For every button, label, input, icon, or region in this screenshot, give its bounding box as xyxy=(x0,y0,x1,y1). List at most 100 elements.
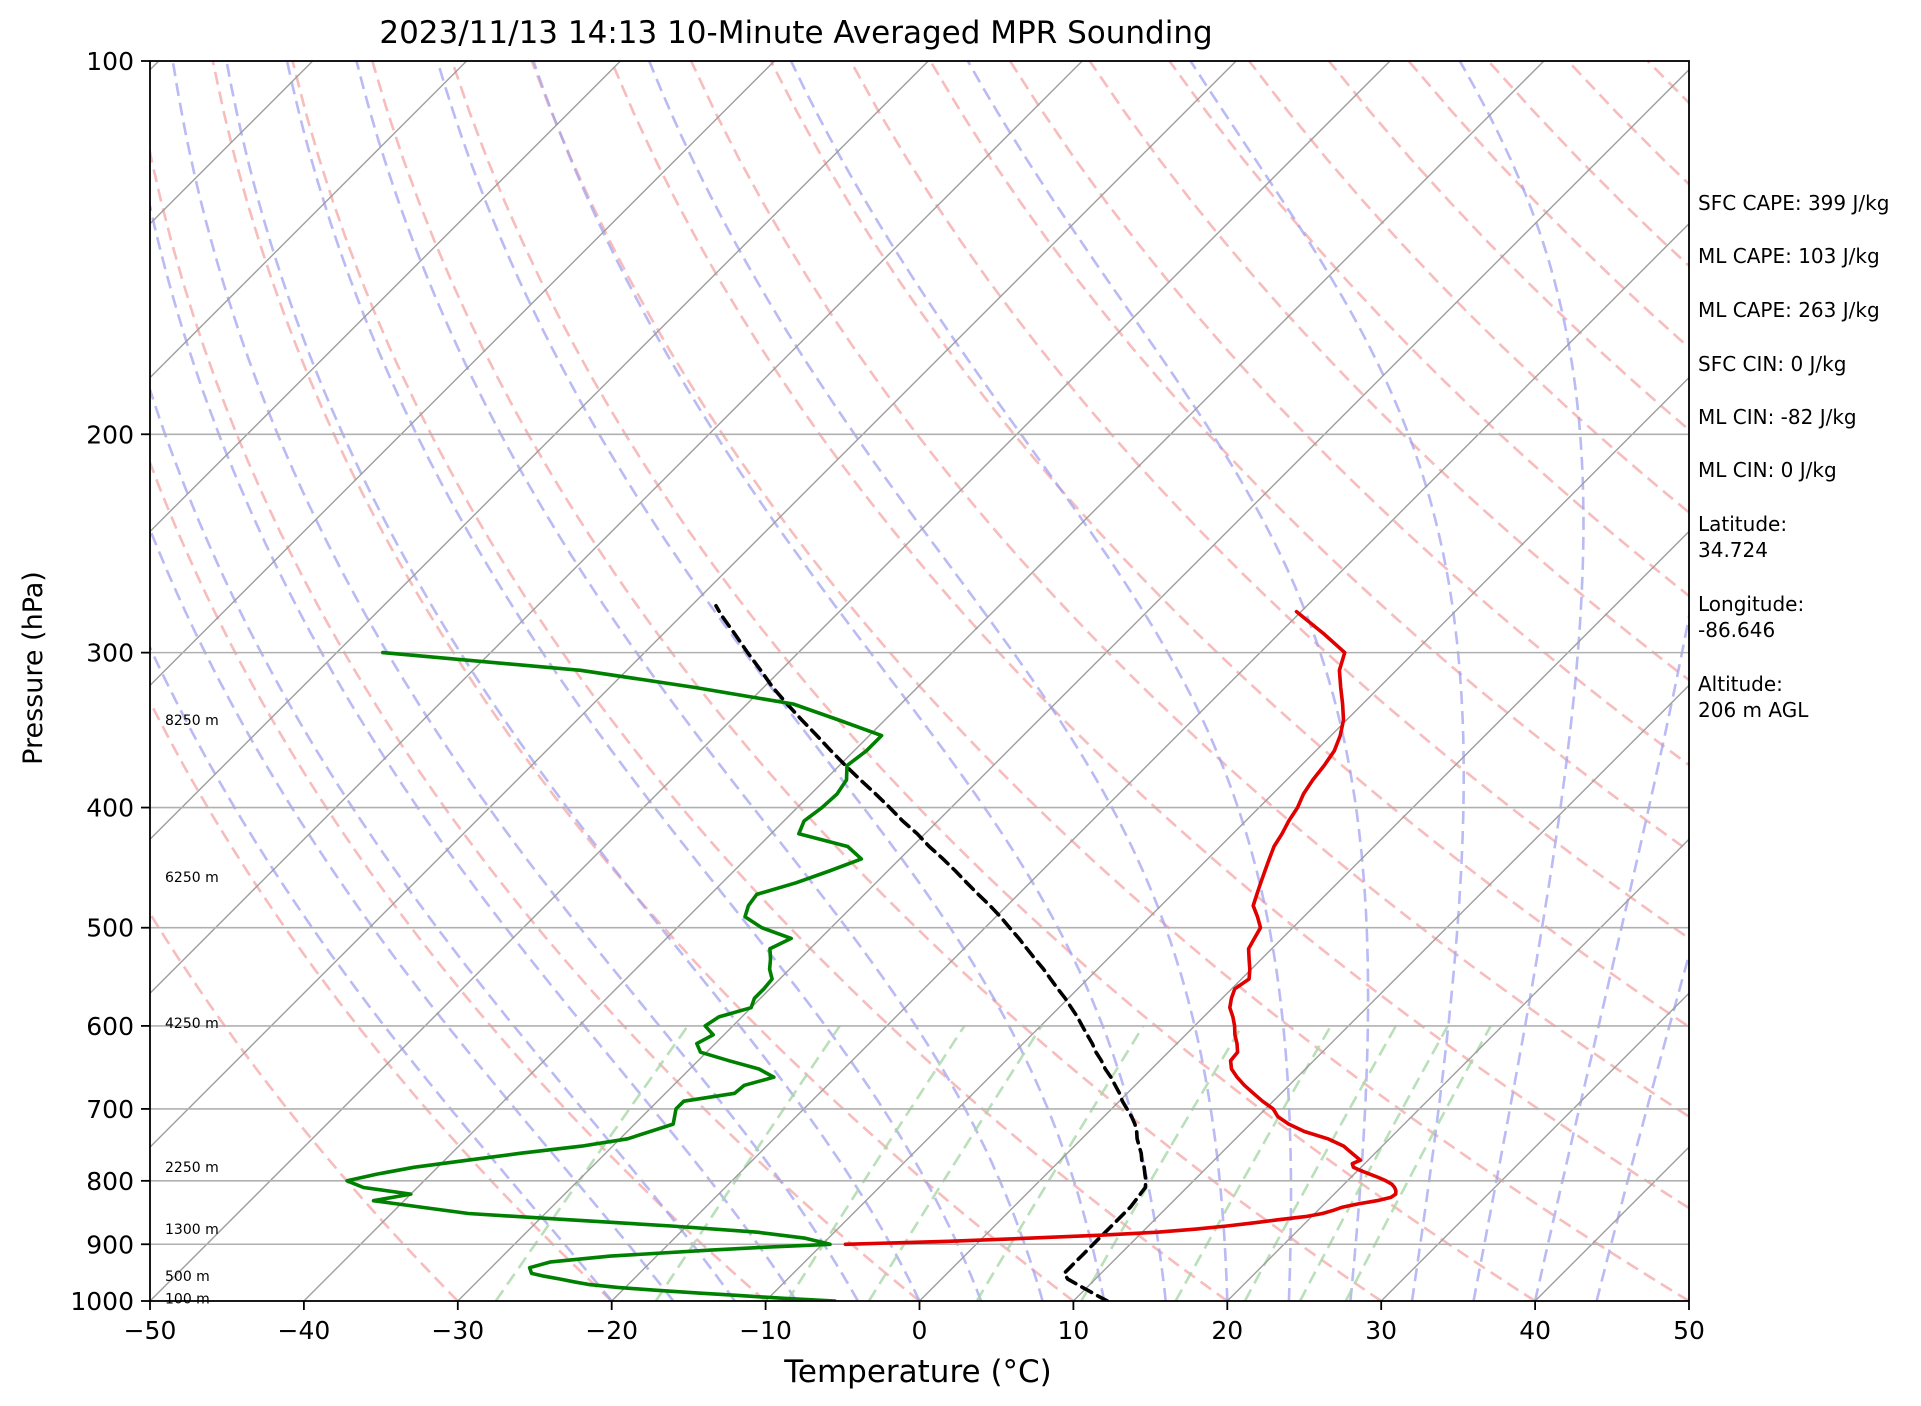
sfc-cape-text: SFC CAPE: 399 J/kg xyxy=(1698,191,1890,215)
moist-adiabat xyxy=(171,61,860,1301)
ml-cape-text-2: ML CAPE: 263 J/kg xyxy=(1698,298,1880,322)
isotherm xyxy=(0,61,5,1301)
y-tick-label: 800 xyxy=(86,1167,134,1196)
y-tick-label: 700 xyxy=(86,1095,134,1124)
y-axis-label: Pressure (hPa) xyxy=(18,571,49,765)
moist-adiabat xyxy=(150,200,798,1301)
x-tick-label: 20 xyxy=(1211,1316,1243,1345)
longitude-label: Longitude: xyxy=(1698,592,1805,616)
mixing-ratio-line xyxy=(1344,1025,1492,1301)
dry-adiabat xyxy=(689,61,1689,1119)
dry-adiabat xyxy=(1168,61,1689,598)
sfc-cin-text: SFC CIN: 0 J/kg xyxy=(1698,352,1847,376)
moist-adiabat xyxy=(225,61,921,1301)
x-tick-label: −40 xyxy=(278,1316,331,1345)
moist-adiabat xyxy=(647,61,1229,1301)
isotherm xyxy=(919,530,1689,1301)
isotherm xyxy=(1380,992,1689,1301)
isotherm xyxy=(150,61,621,533)
latitude-value: 34.724 xyxy=(1698,538,1768,562)
moist-adiabat xyxy=(1189,61,1465,1301)
dry-adiabat xyxy=(1088,61,1689,682)
x-tick-label: 50 xyxy=(1673,1316,1705,1345)
dry-adiabat xyxy=(150,145,921,1301)
isotherm xyxy=(1072,684,1689,1301)
dry-adiabat xyxy=(211,61,1075,1301)
temperature-line xyxy=(843,609,1398,1247)
plot-frame xyxy=(149,60,1690,1302)
y-tick-label: 400 xyxy=(86,794,134,823)
x-tick-label: −10 xyxy=(739,1316,792,1345)
isotherm xyxy=(1226,838,1689,1301)
isotherm xyxy=(303,61,1545,1301)
chart-title: 2023/11/13 14:13 10-Minute Averaged MPR … xyxy=(379,15,1212,51)
height-labels: 8250 m 6250 m 4250 m 2250 m 1300 m 500 m 100 m xyxy=(165,713,219,1307)
moist-adiabat xyxy=(150,526,675,1301)
mixing-ratio-line xyxy=(494,1025,689,1301)
dry-adiabat xyxy=(530,61,1689,1301)
dry-adiabat xyxy=(1887,61,1921,1301)
height-label: 500 m xyxy=(165,1269,210,1285)
moist-adiabat xyxy=(285,61,983,1301)
moist-adiabat xyxy=(150,385,736,1301)
y-tick-label: 200 xyxy=(86,420,134,449)
y-tick-label: 500 xyxy=(86,914,134,943)
altitude-label: Altitude: xyxy=(1698,672,1783,696)
parcel-path-line xyxy=(714,604,1148,1301)
pressure-grid xyxy=(150,61,1689,1301)
dewpoint-line xyxy=(345,650,884,1301)
ml-cin-text-1: ML CIN: -82 J/kg xyxy=(1698,405,1857,429)
altitude-value: 206 m AGL xyxy=(1698,698,1809,722)
dry-adiabat xyxy=(769,61,1689,1029)
x-tick-label: −20 xyxy=(585,1316,638,1345)
height-label: 100 m xyxy=(165,1291,210,1307)
moist-adiabats xyxy=(150,61,1689,1301)
height-label: 4250 m xyxy=(165,1016,219,1032)
dry-adiabat xyxy=(150,699,613,1301)
dry-adiabat xyxy=(291,61,1229,1301)
moist-adiabat xyxy=(1533,610,1689,1301)
isotherm xyxy=(150,61,468,379)
dry-adiabat xyxy=(1008,61,1689,767)
moist-adiabat xyxy=(1595,950,1689,1301)
dry-adiabat xyxy=(610,61,1689,1210)
dry-adiabats xyxy=(150,61,1921,1301)
height-label: 8250 m xyxy=(165,713,219,729)
moist-adiabat xyxy=(436,61,1106,1301)
y-tick-label: 600 xyxy=(86,1012,134,1041)
isotherm xyxy=(765,376,1689,1301)
moist-adiabat xyxy=(355,61,1044,1301)
moist-adiabat xyxy=(532,61,1167,1301)
plot-content xyxy=(0,61,1921,1301)
x-tick-label: −50 xyxy=(124,1316,177,1345)
isotherm xyxy=(150,61,1083,995)
latitude-label: Latitude: xyxy=(1698,512,1788,536)
y-axis: 100 200 300 400 500 600 700 800 900 1000 xyxy=(70,47,150,1316)
y-tick-label: 300 xyxy=(86,639,134,668)
moist-adiabat xyxy=(789,61,1293,1301)
y-tick-label: 100 xyxy=(86,47,134,76)
isotherms xyxy=(0,61,1689,1301)
dry-adiabat xyxy=(450,61,1536,1301)
isotherm xyxy=(150,61,929,841)
plot-area: 8250 m 6250 m 4250 m 2250 m 1300 m 500 m 100 m… xyxy=(0,47,1921,1345)
x-tick-label: 10 xyxy=(1057,1316,1089,1345)
isotherm xyxy=(150,61,1237,1149)
longitude-value: -86.646 xyxy=(1698,618,1776,642)
height-label: 6250 m xyxy=(165,870,219,886)
dry-adiabat xyxy=(929,61,1689,853)
x-tick-label: −30 xyxy=(431,1316,484,1345)
isotherm xyxy=(150,61,775,687)
isotherm xyxy=(611,222,1689,1301)
height-label: 2250 m xyxy=(165,1160,219,1176)
moist-adiabat xyxy=(966,61,1370,1301)
isotherm xyxy=(457,68,1689,1301)
mixing-ratio-line xyxy=(786,1025,966,1301)
y-tick-label: 900 xyxy=(86,1230,134,1259)
ml-cin-text-2: ML CIN: 0 J/kg xyxy=(1698,458,1837,482)
mixing-ratio-line xyxy=(1298,1025,1449,1301)
mixing-ratio-line xyxy=(975,1025,1145,1301)
x-axis-label: Temperature (°C) xyxy=(783,1354,1052,1390)
ml-cape-text-1: ML CAPE: 103 J/kg xyxy=(1698,244,1880,268)
